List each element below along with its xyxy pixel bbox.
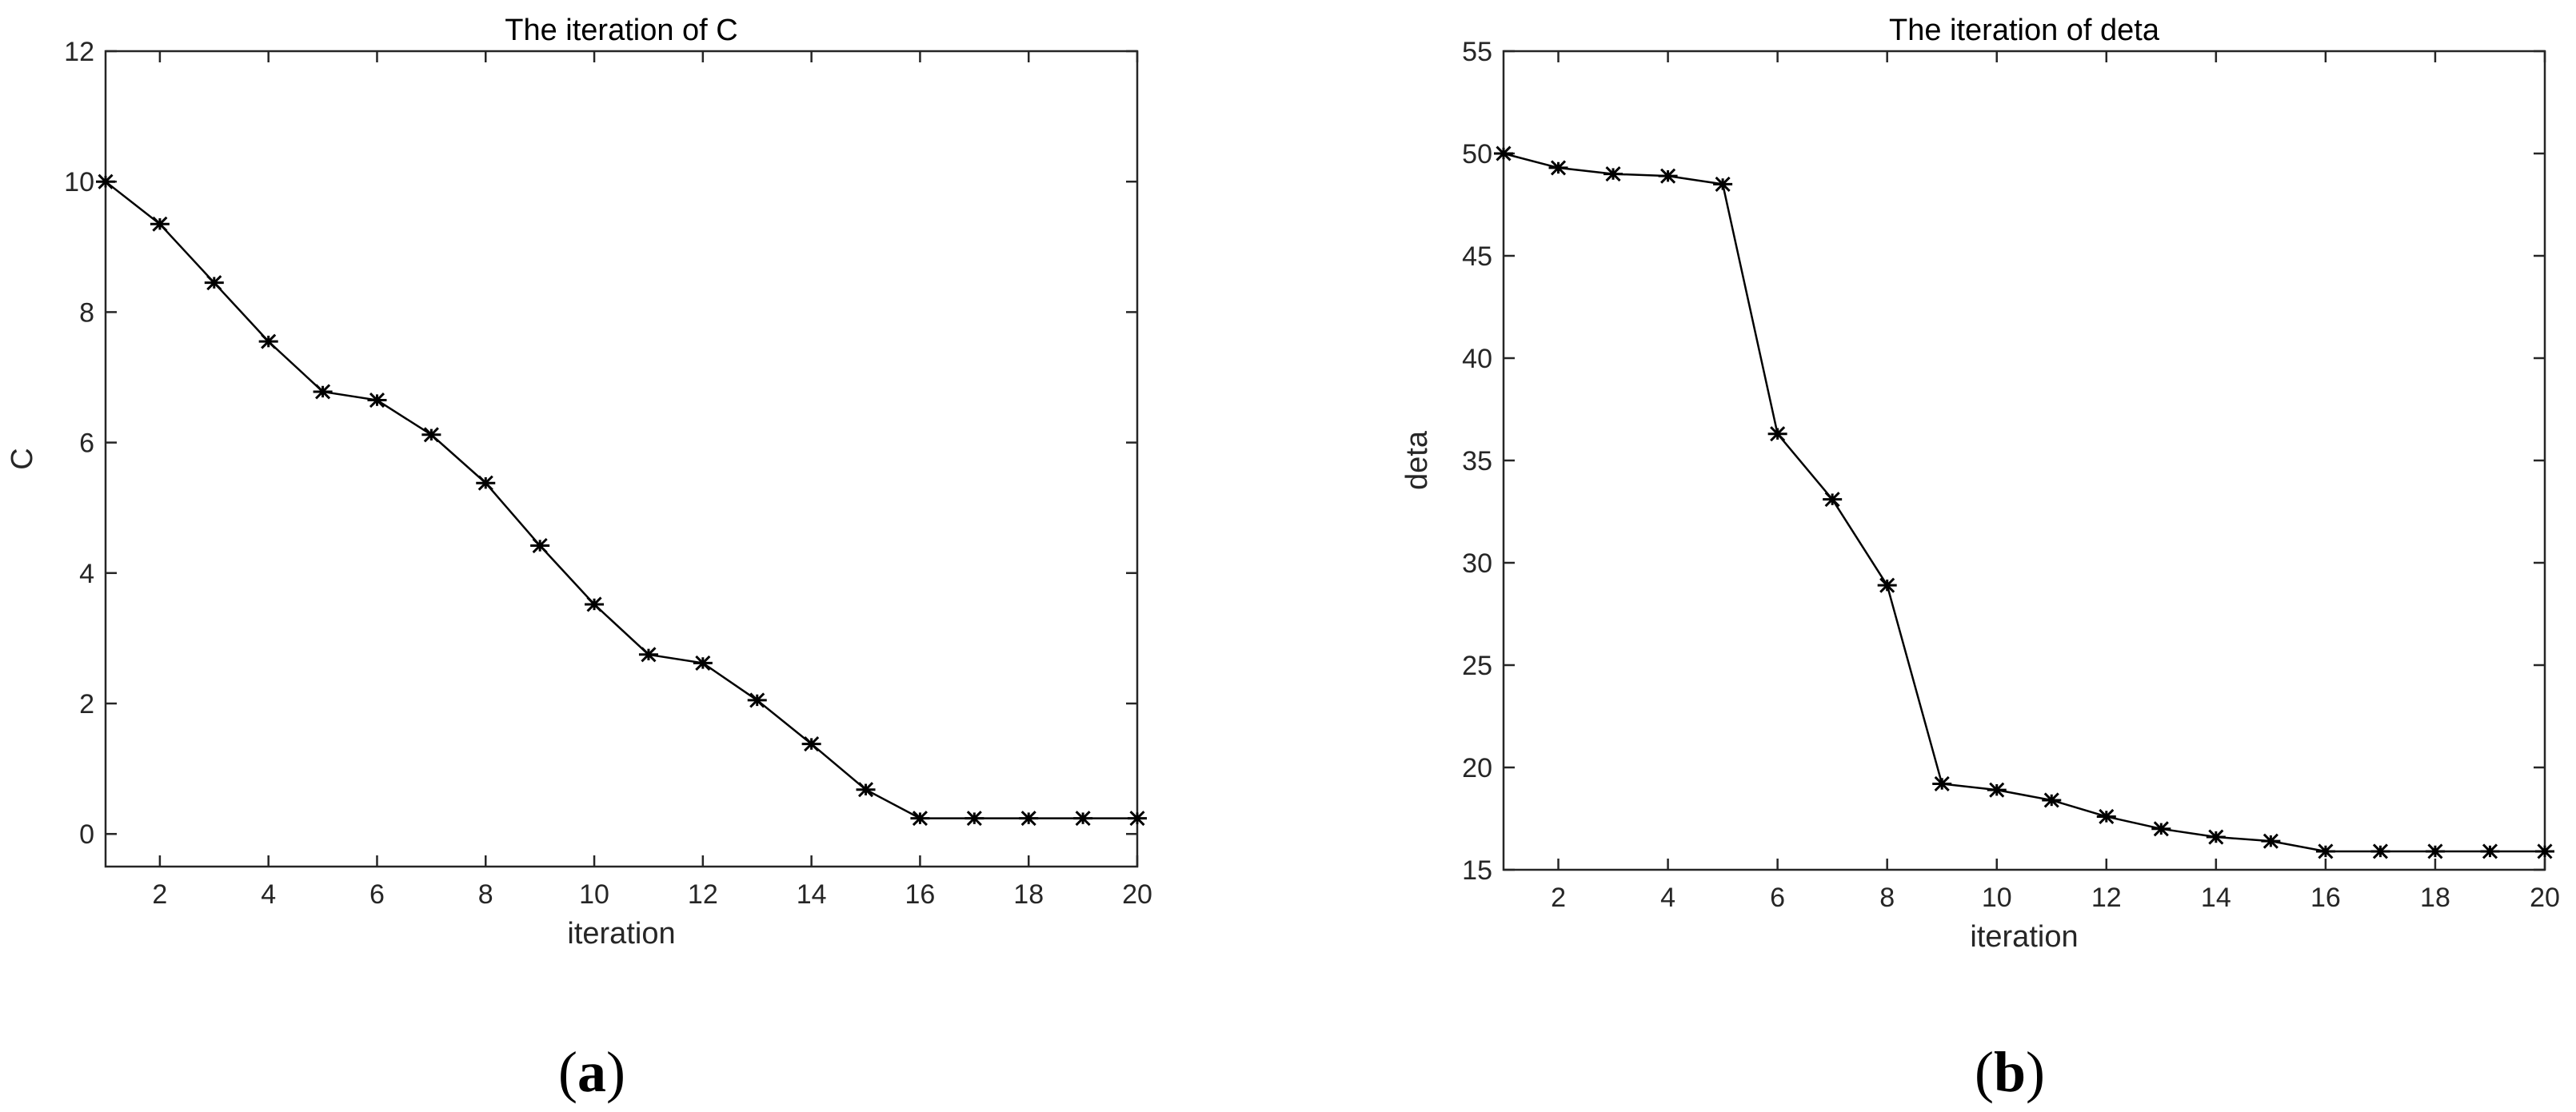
chart-c-iteration: The iteration of C iteration C (a) 2 4 6 8 1… (6, 14, 1152, 1104)
data-point (1073, 811, 1093, 827)
x-tick-label: 10 (579, 879, 609, 910)
data-point (1128, 811, 1147, 827)
y-tick-label: 20 (1462, 753, 1492, 783)
x-tick-label: 16 (905, 879, 936, 910)
x-axis-label: iteration (1970, 920, 2078, 954)
data-point (747, 692, 767, 708)
panel-label-open: ( (1975, 1040, 1994, 1104)
data-point (313, 384, 333, 400)
data-point (1604, 166, 1623, 182)
data-point (1987, 782, 2007, 798)
data-point (965, 811, 984, 827)
data-point (638, 647, 658, 663)
data-point (856, 782, 876, 798)
panel-label-letter: b (1994, 1040, 2026, 1104)
chart-title: The iteration of deta (1889, 14, 2160, 47)
panel-label-open: ( (558, 1040, 577, 1104)
data-point (2206, 829, 2226, 845)
y-tick-label: 6 (79, 428, 94, 459)
data-point (2315, 843, 2335, 859)
y-tick-label: 50 (1462, 139, 1492, 169)
data-point (1658, 168, 1678, 184)
y-tick-label: 0 (79, 819, 94, 850)
y-tick-label: 35 (1462, 446, 1492, 476)
y-tick-label: 30 (1462, 548, 1492, 579)
x-tick-label: 14 (797, 879, 827, 910)
data-point (2151, 821, 2171, 837)
data-point (150, 216, 170, 232)
data-point (258, 333, 278, 349)
series-line (105, 181, 1137, 819)
x-tick-label: 8 (1879, 883, 1895, 913)
x-tick-label: 20 (1122, 879, 1152, 910)
data-point (585, 596, 605, 612)
x-tick-label: 12 (688, 879, 718, 910)
y-axis-label: C (6, 448, 39, 469)
plot-frame (1502, 50, 2546, 871)
data-point (96, 173, 115, 189)
data-point (2480, 843, 2500, 859)
x-tick-label: 6 (1770, 883, 1785, 913)
x-tick-label: 18 (1013, 879, 1044, 910)
data-point (2042, 792, 2062, 808)
data-point (1019, 811, 1039, 827)
plot-frame (104, 50, 1139, 868)
x-tick-label: 6 (369, 879, 385, 910)
x-tick-label: 4 (1660, 883, 1675, 913)
y-tick-label: 40 (1462, 344, 1492, 374)
x-tick-label: 2 (152, 879, 167, 910)
y-tick-label: 4 (79, 559, 94, 589)
y-tick-label: 12 (64, 37, 94, 67)
y-tick-label: 15 (1462, 855, 1492, 886)
x-tick-label: 8 (478, 879, 493, 910)
data-point (530, 537, 550, 554)
data-point (1932, 775, 1952, 792)
x-tick-label: 10 (1982, 883, 2012, 913)
data-point (1548, 160, 1568, 176)
data-point (910, 811, 930, 827)
panel-label-b: (b) (1975, 1040, 2045, 1104)
chart-title: The iteration of C (505, 14, 737, 47)
y-tick-label: 45 (1462, 241, 1492, 272)
data-point (2425, 843, 2445, 859)
data-point (2370, 843, 2390, 859)
y-tick-label: 25 (1462, 651, 1492, 681)
data-point (476, 475, 496, 491)
panel-label-letter: a (577, 1040, 606, 1104)
data-point (1823, 492, 1843, 508)
x-tick-label: 20 (2530, 883, 2560, 913)
x-tick-label: 4 (261, 879, 276, 910)
x-tick-label: 16 (2310, 883, 2341, 913)
data-point (2535, 843, 2554, 859)
y-tick-label: 10 (64, 167, 94, 197)
data-point (693, 655, 713, 671)
panel-label-close: ) (2026, 1040, 2045, 1104)
x-axis-label: iteration (567, 917, 675, 951)
series-line (1503, 152, 2545, 853)
data-point (421, 427, 441, 443)
y-axis-label: deta (1400, 430, 1434, 490)
data-point (2261, 833, 2281, 849)
y-tick-label: 55 (1462, 37, 1492, 67)
data-point (1494, 145, 1513, 161)
x-tick-label: 18 (2420, 883, 2450, 913)
data-point (1767, 426, 1787, 442)
data-point (1877, 577, 1897, 593)
x-tick-label: 2 (1551, 883, 1566, 913)
panel-label-close: ) (606, 1040, 625, 1104)
panel-label-a: (a) (558, 1040, 625, 1104)
chart-deta-iteration: The iteration of deta iteration deta (b)… (1400, 14, 2560, 1104)
x-tick-label: 12 (2091, 883, 2122, 913)
y-tick-label: 2 (79, 689, 94, 719)
data-point (367, 393, 387, 409)
y-tick-label: 8 (79, 297, 94, 328)
data-point (2096, 808, 2116, 824)
data-point (204, 275, 224, 291)
data-point (1713, 176, 1733, 192)
x-tick-label: 14 (2201, 883, 2231, 913)
data-point (801, 736, 821, 752)
